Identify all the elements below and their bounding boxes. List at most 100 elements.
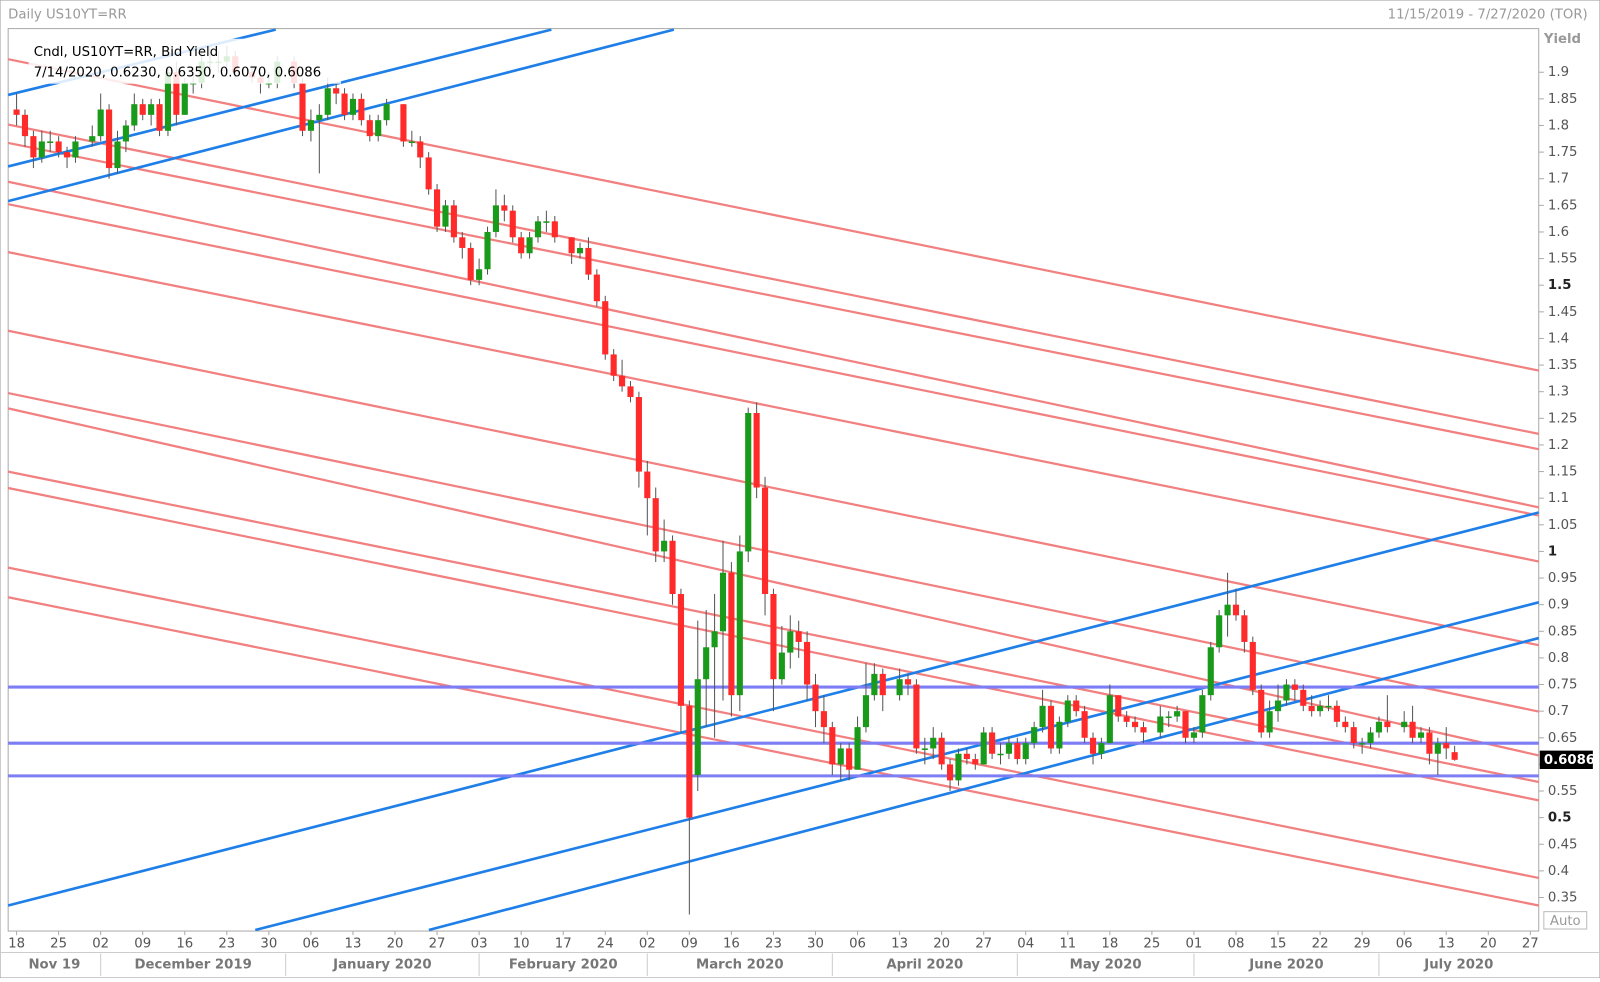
range-label: 11/15/2019 - 7/27/2020 (TOR): [1388, 7, 1588, 22]
x-tick-label: 18: [1101, 936, 1118, 951]
candle-body: [1232, 604, 1240, 616]
month-label: January 2020: [332, 958, 431, 973]
candle-body: [1031, 727, 1038, 744]
y-tick-label: 1.55: [1548, 252, 1578, 267]
candle-body: [1241, 615, 1248, 642]
candle-body: [1266, 711, 1273, 733]
candle-body: [131, 104, 138, 126]
x-tick-label: 16: [176, 936, 193, 951]
candle-body: [938, 737, 945, 765]
candle-body: [1047, 705, 1055, 749]
y-tick-label: 1.5: [1548, 278, 1572, 293]
candle-body: [644, 471, 651, 499]
candle-body: [526, 237, 533, 254]
candle-body: [417, 141, 424, 158]
candle-body: [854, 727, 861, 770]
x-tick-label: 09: [134, 936, 151, 951]
candle-body: [1216, 615, 1223, 648]
candle-body: [106, 109, 113, 169]
candle-body: [829, 727, 836, 765]
trendline: [7, 58, 1539, 372]
candle-body: [804, 641, 811, 685]
y-tick-label: 0.9: [1548, 598, 1569, 613]
candle-body: [63, 152, 71, 158]
y-axis-label: Yield: [1543, 32, 1581, 47]
candle-body: [946, 764, 954, 781]
x-tick-label: 29: [1354, 936, 1371, 951]
candle-body: [1115, 695, 1122, 717]
y-tick-label: 0.7: [1548, 704, 1569, 719]
candle-body: [1283, 684, 1290, 701]
candle-body: [1039, 705, 1046, 728]
y-tick-label: 1.15: [1548, 465, 1578, 480]
x-tick-label: 27: [1522, 936, 1539, 951]
candle-body: [694, 679, 701, 776]
x-tick-label: 20: [933, 936, 950, 951]
y-tick-label: 0.85: [1548, 624, 1578, 639]
y-tick-label: 0.95: [1548, 571, 1578, 586]
candle-body: [955, 753, 962, 781]
candle-body: [299, 82, 306, 131]
month-label: April 2020: [886, 958, 963, 973]
candle-body: [1417, 732, 1425, 738]
candle-body: [635, 397, 642, 472]
candle-body: [862, 695, 870, 728]
candle-body: [156, 104, 163, 131]
trendline: [7, 180, 1539, 509]
y-tick-label: 0.5: [1548, 811, 1572, 826]
candle-body: [1359, 743, 1366, 745]
candle-body: [375, 120, 382, 137]
candle-body: [55, 141, 62, 153]
candle-body: [484, 231, 491, 270]
candle-body: [1224, 604, 1231, 616]
candle-body: [677, 594, 685, 706]
x-tick-label: 10: [513, 936, 530, 951]
candle-body: [871, 673, 878, 696]
candle-body: [518, 237, 525, 254]
candle-body: [1300, 689, 1307, 706]
x-tick-label: 03: [471, 936, 488, 951]
candle-body: [181, 82, 188, 115]
candle-body: [434, 189, 441, 227]
candle-body: [38, 141, 45, 158]
x-tick-label: 09: [681, 936, 698, 951]
y-tick-label: 1.45: [1548, 305, 1578, 320]
x-tick-label: 04: [1017, 936, 1034, 951]
last-value-label: 0.6086: [1544, 753, 1595, 768]
trendline: [7, 123, 1539, 435]
candle-body: [1005, 743, 1012, 754]
x-tick-label: 22: [1312, 936, 1329, 951]
candle-body: [425, 157, 432, 190]
channel-line: [254, 601, 1540, 932]
candle-body: [316, 114, 323, 121]
x-tick-label: 24: [597, 936, 614, 951]
candle-body: [148, 104, 155, 115]
x-tick-label: 18: [8, 936, 25, 951]
candle-body: [164, 72, 172, 131]
candle-body: [509, 210, 516, 238]
candle-body: [492, 205, 499, 232]
candle-body: [1056, 721, 1063, 749]
y-tick-label: 1.7: [1548, 172, 1569, 187]
candle-body: [349, 98, 357, 115]
month-label: December 2019: [135, 958, 252, 973]
month-label: May 2020: [1070, 958, 1142, 973]
candle-body: [795, 631, 802, 642]
candle-body: [400, 104, 407, 142]
candle-body: [1367, 732, 1374, 744]
x-tick-label: 06: [302, 936, 319, 951]
candle-body: [711, 631, 718, 648]
candle-body: [1064, 700, 1071, 722]
y-tick-label: 1.05: [1548, 518, 1578, 533]
candle-body: [383, 104, 390, 121]
candle-body: [719, 572, 727, 632]
candle-body: [972, 759, 979, 765]
trendline: [7, 251, 1539, 563]
candle-body: [812, 684, 819, 712]
y-tick-label: 1.8: [1548, 118, 1569, 133]
x-tick-label: 30: [807, 936, 824, 951]
y-tick-label: 0.35: [1548, 890, 1578, 905]
candle-body: [1174, 711, 1181, 717]
candle-body: [879, 673, 886, 696]
channel-line: [7, 28, 675, 203]
